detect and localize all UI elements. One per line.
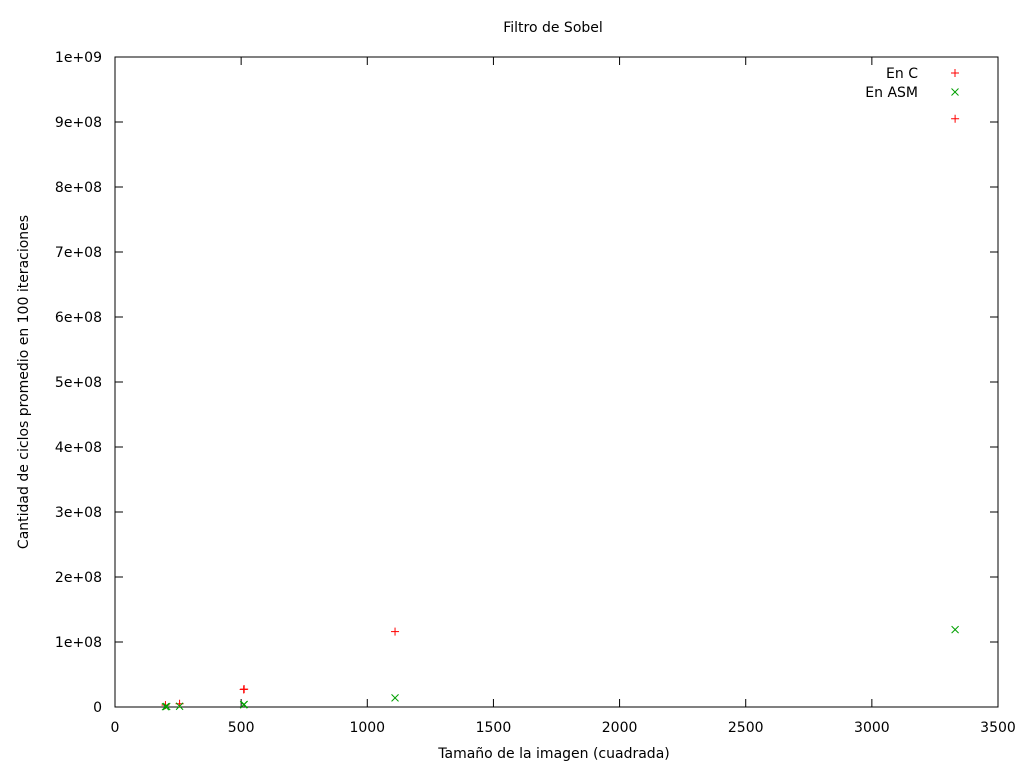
x-tick-label: 2500 [728, 720, 764, 736]
x-tick-label: 1500 [476, 720, 512, 736]
x-tick-label: 3500 [980, 720, 1016, 736]
legend-label: En ASM [865, 85, 918, 101]
legend-label: En C [886, 66, 918, 82]
data-point-series-0 [951, 114, 960, 123]
x-axis-label: Tamaño de la imagen (cuadrada) [437, 746, 669, 762]
x-tick-label: 3000 [854, 720, 890, 736]
data-point-series-1 [391, 694, 399, 702]
data-point-series-1 [162, 702, 171, 711]
x-tick-label: 2000 [602, 720, 638, 736]
x-tick-label: 500 [228, 720, 255, 736]
y-tick-label: 6e+08 [55, 310, 102, 326]
y-tick-label: 0 [93, 700, 102, 716]
y-tick-label: 7e+08 [55, 245, 102, 261]
y-axis-label: Cantidad de ciclos promedio en 100 itera… [16, 215, 32, 549]
y-tick-label: 1e+08 [55, 635, 102, 651]
data-point-series-0 [391, 627, 400, 636]
y-tick-label: 3e+08 [55, 505, 102, 521]
data-point-series-1 [175, 702, 184, 711]
y-tick-label: 5e+08 [55, 375, 102, 391]
data-point-series-1 [161, 702, 170, 711]
y-tick-label: 4e+08 [55, 440, 102, 456]
x-axis: 0 500 1000 1500 2000 2500 3000 3500 [111, 57, 1016, 736]
data-point-series-0 [240, 685, 249, 694]
legend-marker [951, 69, 959, 77]
data-points [161, 114, 960, 711]
y-axis: 0 1e+08 2e+08 3e+08 4e+08 5e+08 6e+08 7e+08 8e+0… [55, 50, 998, 716]
data-point-series-1 [240, 700, 249, 709]
y-tick-label: 1e+09 [55, 50, 102, 66]
plot-area [114, 56, 999, 708]
x-tick-label: 0 [111, 720, 120, 736]
y-tick-label: 8e+08 [55, 180, 102, 196]
legend-marker [951, 88, 959, 96]
x-tick-label: 1000 [349, 720, 385, 736]
data-point-series-1 [951, 625, 959, 634]
legend: En C En ASM [865, 66, 959, 101]
y-tick-label: 2e+08 [55, 570, 102, 586]
chart-title: Filtro de Sobel [503, 20, 603, 36]
y-tick-label: 9e+08 [55, 115, 102, 131]
